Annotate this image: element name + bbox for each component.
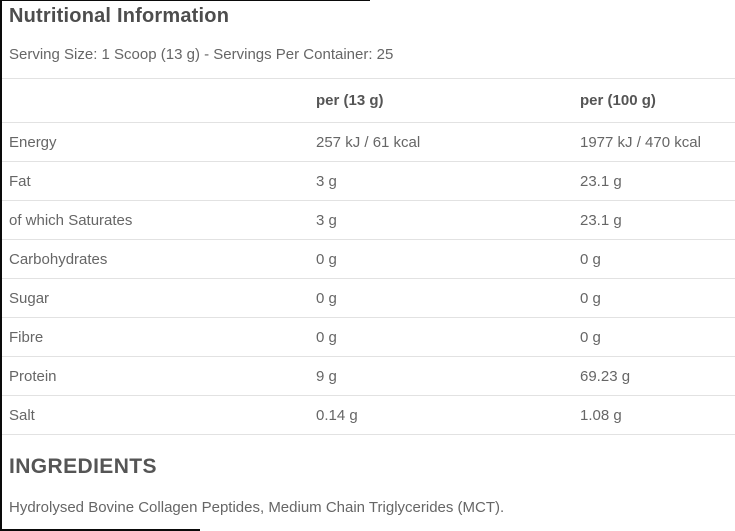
- nutrient-value-per-100g: 23.1 g: [580, 211, 622, 229]
- nutrient-label: Sugar: [9, 289, 50, 307]
- nutrient-value-per-13g: 3 g: [316, 172, 337, 190]
- nutrient-label: Fibre: [9, 328, 44, 346]
- header-per-13g: per (13 g): [316, 92, 384, 109]
- table-row-energy: Energy 257 kJ / 61 kcal 1977 kJ / 470 kc…: [2, 122, 735, 162]
- nutrition-table: per (13 g) per (100 g) Energy 257 kJ / 6…: [2, 78, 735, 435]
- nutrient-value-per-100g: 1.08 g: [580, 406, 622, 424]
- nutrient-label: Fat: [9, 172, 31, 190]
- table-row-fat: Fat 3 g 23.1 g: [2, 161, 735, 201]
- table-row-carbohydrates: Carbohydrates 0 g 0 g: [2, 239, 735, 279]
- page-title: Nutritional Information: [9, 5, 230, 27]
- nutrient-label: Protein: [9, 367, 57, 385]
- nutrient-value-per-100g: 23.1 g: [580, 172, 622, 190]
- table-header-row: per (13 g) per (100 g): [2, 78, 735, 123]
- nutrient-value-per-100g: 1977 kJ / 470 kcal: [580, 133, 701, 151]
- table-row-fibre: Fibre 0 g 0 g: [2, 317, 735, 357]
- nutrient-value-per-100g: 69.23 g: [580, 367, 631, 385]
- table-row-protein: Protein 9 g 69.23 g: [2, 356, 735, 396]
- crop-edge-left: [0, 0, 2, 531]
- crop-edge-top: [0, 0, 370, 1]
- nutrient-value-per-13g: 257 kJ / 61 kcal: [316, 133, 421, 151]
- nutrient-value-per-13g: 0 g: [316, 289, 337, 307]
- nutrient-label: Carbohydrates: [9, 250, 108, 268]
- nutrient-value-per-100g: 0 g: [580, 250, 601, 268]
- table-row-sugar: Sugar 0 g 0 g: [2, 278, 735, 318]
- panel-content: Nutritional Information Serving Size: 1 …: [2, 0, 735, 517]
- nutrient-value-per-13g: 0 g: [316, 328, 337, 346]
- header-per-100g: per (100 g): [580, 92, 656, 109]
- nutrient-value-per-100g: 0 g: [580, 289, 601, 307]
- table-row-saturates: of which Saturates 3 g 23.1 g: [2, 200, 735, 240]
- nutrient-value-per-13g: 0 g: [316, 250, 337, 268]
- nutrient-label: of which Saturates: [9, 211, 133, 229]
- nutrient-label: Salt: [9, 406, 35, 424]
- header-nutrient: [2, 79, 316, 123]
- nutrient-value-per-100g: 0 g: [580, 328, 601, 346]
- nutrient-label: Energy: [9, 133, 57, 151]
- nutrient-value-per-13g: 3 g: [316, 211, 337, 229]
- serving-size-text: Serving Size: 1 Scoop (13 g) - Servings …: [9, 46, 394, 63]
- table-row-salt: Salt 0.14 g 1.08 g: [2, 395, 735, 435]
- nutrient-value-per-13g: 9 g: [316, 367, 337, 385]
- nutrient-value-per-13g: 0.14 g: [316, 406, 358, 424]
- ingredients-text: Hydrolysed Bovine Collagen Peptides, Med…: [9, 499, 505, 516]
- crop-edge-bottom: [0, 529, 200, 531]
- ingredients-heading: INGREDIENTS: [9, 455, 157, 478]
